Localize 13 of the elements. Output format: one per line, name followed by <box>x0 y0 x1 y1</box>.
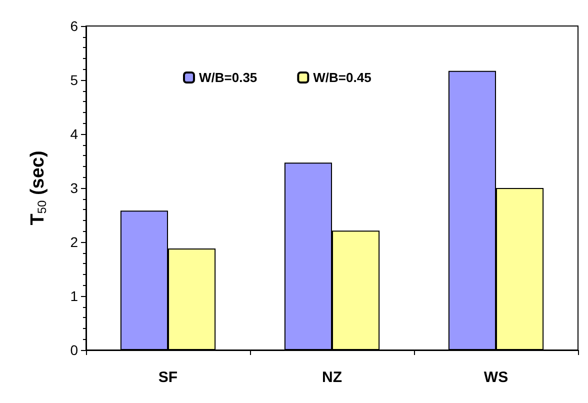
y-tick-label: 4 <box>70 126 78 142</box>
legend-label: W/B=0.45 <box>313 70 372 85</box>
y-tick-label: 1 <box>70 288 78 304</box>
x-tick-label: NZ <box>322 369 342 386</box>
y-tick-label: 5 <box>70 72 78 88</box>
x-tick-label: SF <box>158 369 178 386</box>
x-tick-label: WS <box>484 369 508 386</box>
legend-label: W/B=0.35 <box>199 70 258 85</box>
y-tick-label: 2 <box>70 234 78 250</box>
y-tick-label: 0 <box>70 342 78 358</box>
y-tick-label: 3 <box>70 180 78 196</box>
y-axis-title: T50 (sec) <box>28 150 49 226</box>
y-tick-label: 6 <box>70 18 78 34</box>
